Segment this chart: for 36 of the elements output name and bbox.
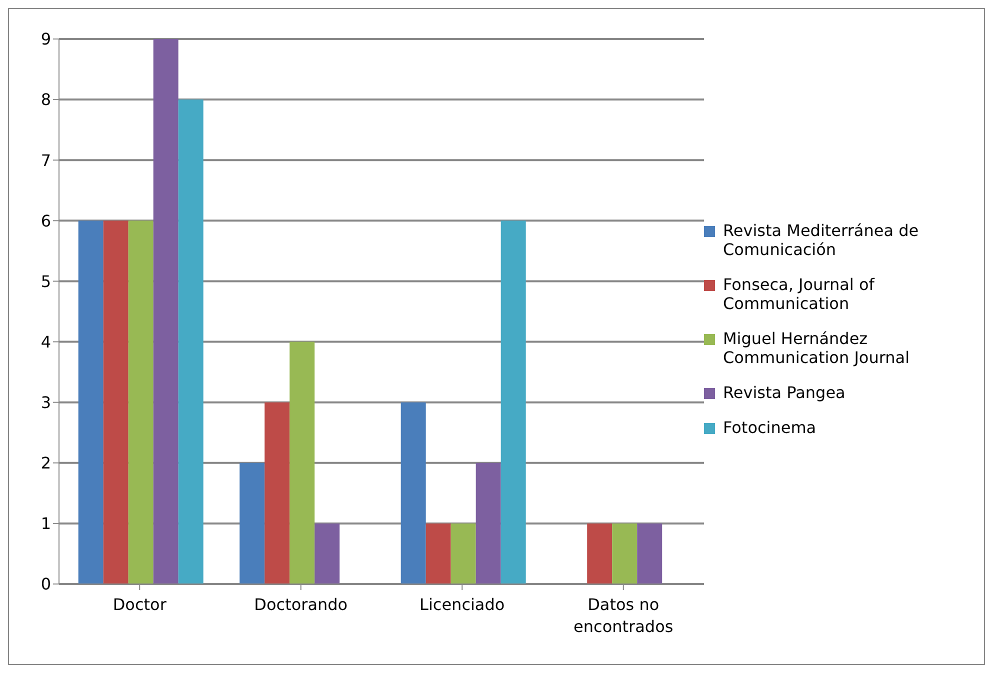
bar xyxy=(103,220,128,584)
legend-label: Fotocinema xyxy=(723,418,816,436)
y-tick-label: 5 xyxy=(40,272,51,291)
x-tick-label: Licenciado xyxy=(420,595,505,614)
y-tick-label: 6 xyxy=(40,211,51,230)
bar xyxy=(637,523,662,584)
y-tick-label: 2 xyxy=(40,454,51,473)
bar xyxy=(500,220,526,584)
bar xyxy=(587,523,612,584)
bar xyxy=(264,402,290,584)
bar xyxy=(476,462,501,584)
y-tick-label: 4 xyxy=(40,332,51,352)
y-tick-label: 9 xyxy=(40,30,51,49)
legend-label: Miguel Hernández Communication Journal xyxy=(723,328,911,366)
bar xyxy=(178,100,204,584)
legend-label: Revista Mediterránea de Comunicación xyxy=(723,220,920,258)
bar xyxy=(400,402,426,584)
bar xyxy=(426,523,451,584)
bar xyxy=(290,342,315,584)
bar xyxy=(128,220,154,584)
bar xyxy=(450,523,476,584)
y-tick-label: 3 xyxy=(40,393,51,412)
x-tick-label: Doctor xyxy=(112,595,167,614)
y-tick-label: 0 xyxy=(40,574,51,594)
x-tick-label: Doctorando xyxy=(254,595,348,614)
bar xyxy=(240,462,265,584)
y-tick-label: 7 xyxy=(40,150,51,170)
bar xyxy=(612,523,638,584)
y-tick-label: 8 xyxy=(40,90,51,110)
bar xyxy=(314,523,340,584)
y-tick-label: 1 xyxy=(40,514,51,534)
x-tick-label: Datos no encontrados xyxy=(574,595,674,636)
legend-label: Fonseca, Journal of Communication xyxy=(723,274,876,312)
legend-label: Revista Pangea xyxy=(723,382,846,402)
bar xyxy=(78,220,104,584)
bar xyxy=(153,39,178,584)
